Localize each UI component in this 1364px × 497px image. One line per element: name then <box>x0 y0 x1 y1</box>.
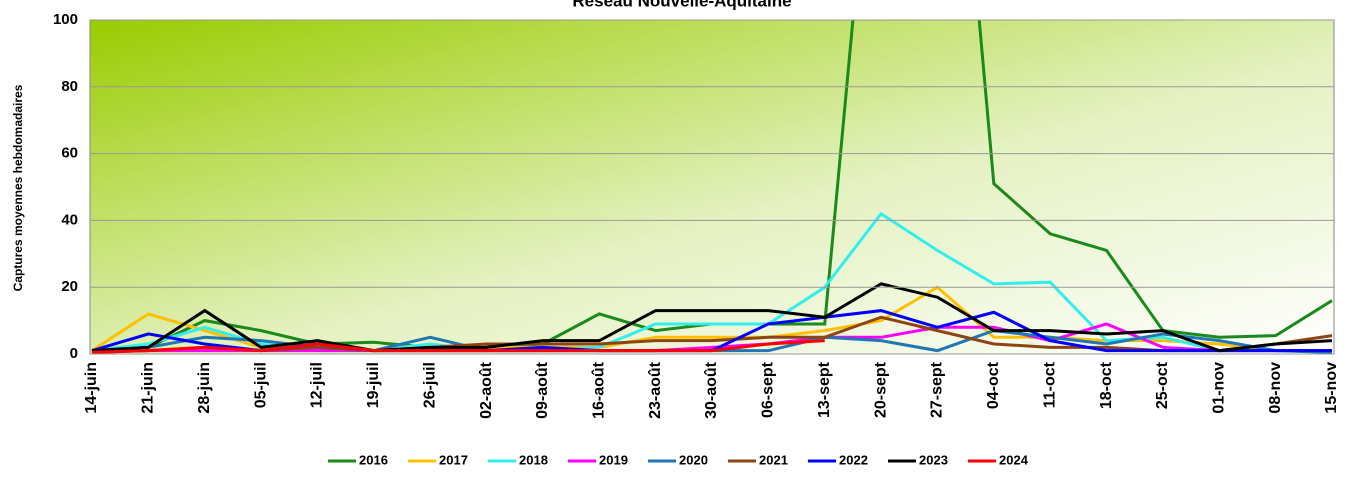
x-tick-label: 16-août <box>590 361 607 419</box>
legend-label: 2023 <box>919 452 948 467</box>
x-tick-label: 04-oct <box>985 361 1002 409</box>
x-tick-label: 28-juin <box>196 362 213 414</box>
x-tick-label: 15-nov <box>1323 362 1340 414</box>
legend-label: 2022 <box>839 452 868 467</box>
x-tick-label: 18-oct <box>1098 361 1115 409</box>
y-tick-label: 60 <box>61 145 78 162</box>
series-line <box>91 339 825 354</box>
y-tick-label: 100 <box>53 11 78 28</box>
lines <box>91 20 1333 354</box>
legend-item: 2018 <box>488 452 548 467</box>
legend-label: 2021 <box>759 452 788 467</box>
x-tick-label: 12-juil <box>309 362 326 408</box>
legend-label: 2019 <box>599 452 628 467</box>
legend-item: 2023 <box>888 452 948 467</box>
legend-label: 2017 <box>439 452 468 467</box>
legend-item: 2022 <box>808 452 868 467</box>
legend-item: 2016 <box>328 452 388 467</box>
y-tick-label: 0 <box>70 345 78 362</box>
x-tick-label: 19-juil <box>365 362 382 408</box>
x-tick-label: 23-août <box>647 361 664 419</box>
x-tick-label: 02-août <box>478 361 495 419</box>
legend-item: 2020 <box>648 452 708 467</box>
x-tick-label: 06-sept <box>760 361 777 418</box>
y-tick-label: 20 <box>61 278 78 295</box>
legend-item: 2024 <box>968 452 1029 467</box>
x-tick-label: 25-oct <box>1154 361 1171 409</box>
x-tick-label: 14-juin <box>83 362 100 414</box>
series-line <box>92 315 1333 353</box>
x-tick-label: 11-oct <box>1041 361 1058 408</box>
x-tick-label: 08-nov <box>1267 362 1284 414</box>
legend-item: 2019 <box>568 452 628 467</box>
y-tick-label: 40 <box>61 211 78 228</box>
y-tick-label: 80 <box>61 78 78 95</box>
legend-label: 2016 <box>359 452 388 467</box>
legend-label: 2020 <box>679 452 708 467</box>
x-tick-label: 30-août <box>703 361 720 419</box>
y-axis-label: Captures moyennes hebdomadaires <box>11 84 25 291</box>
x-tick-label: 21-juin <box>140 362 157 414</box>
x-tick-label: 05-juil <box>252 362 269 408</box>
legend-item: 2017 <box>408 452 468 467</box>
legend-label: 2018 <box>519 452 548 467</box>
series-line <box>91 282 1333 353</box>
plot-area <box>89 19 1335 355</box>
x-tick-label: 20-sept <box>872 361 889 418</box>
x-tick-label: 01-nov <box>1210 362 1227 414</box>
x-tick-label: 26-juil <box>421 362 438 408</box>
x-tick-label: 27-sept <box>929 361 946 418</box>
chart-title: Réseau Nouvelle-Aquitaine <box>572 0 791 10</box>
x-tick-label: 13-sept <box>816 361 833 418</box>
legend-label: 2024 <box>999 452 1029 467</box>
x-tick-label: 09-août <box>534 361 551 419</box>
legend-item: 2021 <box>728 452 788 467</box>
